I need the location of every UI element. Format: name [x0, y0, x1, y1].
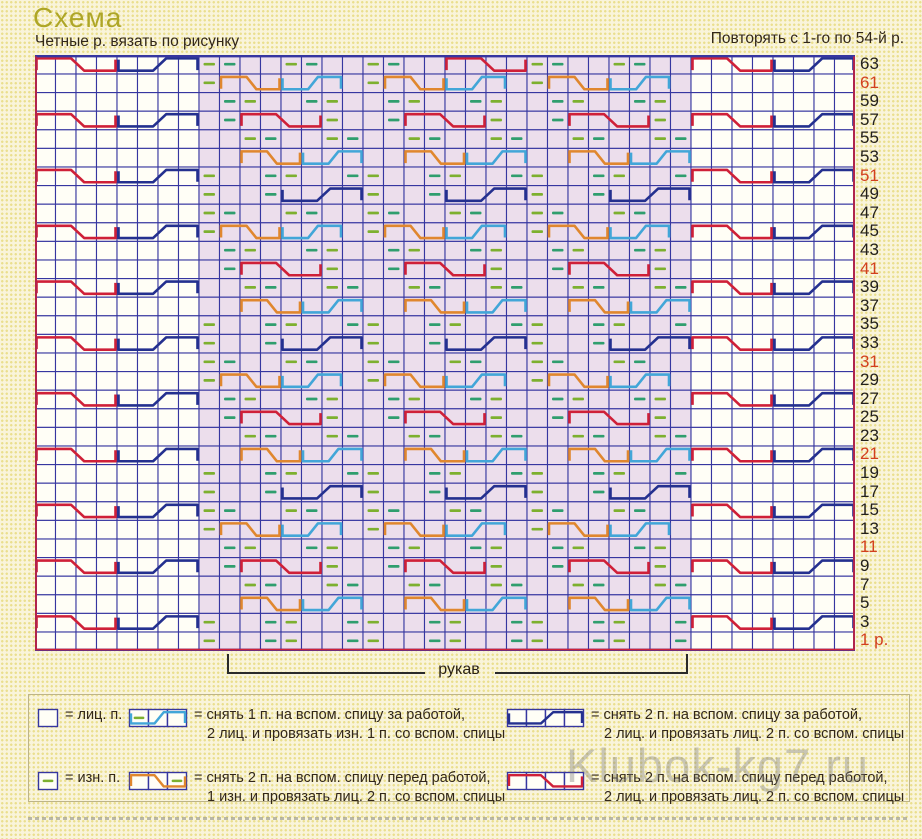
repeat-note: Повторять с 1-го по 54-й р. [710, 30, 904, 47]
legend-item-knit: = лиц. п. [37, 706, 122, 733]
cable-red-description: = снять 2 п. на вспом. спицу перед работ… [591, 769, 904, 807]
row-number: 15 [860, 500, 879, 520]
cable-red-symbol [506, 771, 585, 796]
legend-item-cable-navy: = снять 2 п. на вспом. спицу за работой,… [506, 706, 904, 744]
cable-orange-line-2: 1 изн. и провязать лиц. 2 п. со вспом. с… [207, 789, 506, 805]
legend-box [28, 694, 910, 802]
legend-item-cable-cyan: = снять 1 п. на вспом. спицу за работой,… [128, 706, 505, 744]
row-number: 23 [860, 425, 879, 445]
row-number: 31 [860, 351, 879, 371]
row-number: 19 [860, 463, 879, 483]
row-number: 27 [860, 388, 879, 408]
row-number: 43 [860, 239, 879, 259]
row-number: 21 [860, 444, 879, 464]
row-number: 1 р. [860, 630, 889, 650]
row-number: 29 [860, 370, 879, 390]
legend-item-cable-orange: = снять 2 п. на вспом. спицу перед работ… [128, 769, 505, 807]
even-rows-note: Четные р. вязать по рисунку [35, 33, 240, 50]
row-number: 13 [860, 518, 879, 538]
row-number: 37 [860, 295, 879, 315]
row-number: 3 [860, 611, 870, 631]
knit-stitch-label: = лиц. п. [65, 707, 123, 723]
cable-red-line-1: = снять 2 п. на вспом. спицу перед работ… [591, 770, 888, 786]
row-number: 51 [860, 165, 879, 185]
row-number: 11 [860, 537, 878, 557]
row-numbers-column: 63 61 59 57 55 53 51 49 47 45 43 41 39 37 35 33 31 29 27 25… [860, 54, 918, 650]
purl-stitch-label: = изн. п. [65, 770, 121, 786]
knit-stitch-symbol [37, 708, 59, 733]
cable-cyan-symbol [128, 708, 188, 733]
row-number: 35 [860, 314, 879, 334]
row-number: 45 [860, 221, 879, 241]
row-number: 47 [860, 202, 879, 222]
row-number: 17 [860, 481, 879, 501]
sleeve-bracket-tick-left [227, 654, 229, 674]
row-number: 55 [860, 128, 879, 148]
sleeve-bracket-tick-right [686, 654, 688, 674]
cable-navy-line-1: = снять 2 п. на вспом. спицу за работой, [591, 707, 863, 723]
cable-red-line-2: 2 лиц. и провязать лиц. 2 п. со вспом. с… [604, 789, 905, 805]
purl-stitch-symbol [37, 771, 59, 796]
watermark: Klubok-kg7.ru [566, 739, 869, 792]
legend-item-purl: = изн. п. [37, 769, 120, 796]
row-number: 25 [860, 407, 879, 427]
page-title: Схема [33, 2, 123, 33]
knitting-chart-grid [35, 55, 855, 651]
sleeve-bracket-line-left [227, 672, 425, 674]
sleeve-label: рукав [438, 661, 480, 678]
row-number: 7 [860, 574, 870, 594]
cable-orange-line-1: = снять 2 п. на вспом. спицу перед работ… [194, 770, 491, 786]
row-number: 49 [860, 184, 879, 204]
legend-item-cable-red: = снять 2 п. на вспом. спицу перед работ… [506, 769, 904, 807]
cable-cyan-line-2: 2 лиц. и провязать изн. 1 п. со вспом. с… [207, 726, 506, 742]
row-number: 9 [860, 556, 870, 576]
cable-cyan-line-1: = снять 1 п. на вспом. спицу за работой, [194, 707, 466, 723]
cable-navy-line-2: 2 лиц. и провязать лиц. 2 п. со вспом. с… [604, 726, 905, 742]
row-number: 41 [860, 258, 879, 278]
sleeve-bracket-line-right [495, 672, 688, 674]
row-number: 63 [860, 54, 879, 73]
cable-orange-description: = снять 2 п. на вспом. спицу перед работ… [194, 769, 505, 807]
legend-separator-line [28, 817, 908, 820]
row-number: 61 [860, 72, 879, 92]
row-number: 57 [860, 109, 879, 129]
cable-orange-symbol [128, 771, 188, 796]
row-number: 39 [860, 277, 879, 297]
cable-navy-description: = снять 2 п. на вспом. спицу за работой,… [591, 706, 904, 744]
cable-navy-symbol [506, 708, 585, 733]
cable-cyan-description: = снять 1 п. на вспом. спицу за работой,… [194, 706, 505, 744]
row-number: 53 [860, 146, 879, 166]
row-number: 33 [860, 332, 879, 352]
row-number: 59 [860, 91, 879, 111]
row-number: 5 [860, 593, 870, 613]
